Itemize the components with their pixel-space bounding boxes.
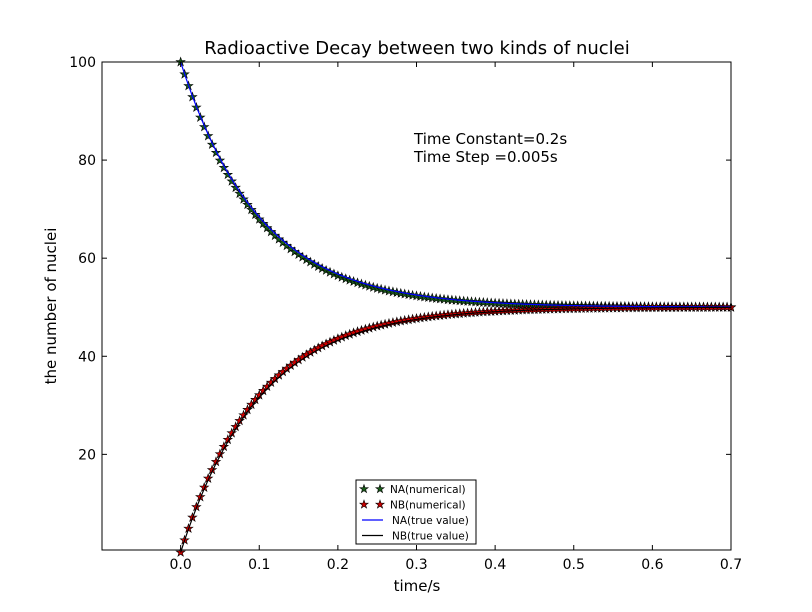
data-point-NA(numerical)	[254, 213, 265, 224]
y-tick-label: 60	[78, 251, 96, 267]
annotation-time-constant: Time Constant=0.2s	[413, 130, 567, 148]
data-point-NA(numerical)	[250, 209, 261, 220]
data-point-NA(numerical)	[261, 222, 273, 233]
data-point-NA(numerical)	[257, 218, 269, 229]
x-tick-label: 0.0	[169, 557, 191, 573]
legend-marker	[374, 499, 386, 509]
chart-title: Radioactive Decay between two kinds of n…	[204, 38, 630, 59]
data-point-NA(numerical)	[242, 199, 253, 210]
data-point-NA(numerical)	[265, 226, 277, 237]
data-point-NA(numerical)	[301, 254, 312, 265]
y-axis-label: the number of nuclei	[42, 228, 60, 385]
y-tick-label: 100	[69, 55, 96, 71]
plot-curves	[175, 56, 737, 557]
legend-label: NA(numerical)	[390, 484, 466, 496]
y-tick-label: 20	[78, 447, 96, 463]
series-line-NA(true value)	[180, 61, 731, 308]
x-tick-label: 0.2	[327, 557, 349, 573]
series-line-NB(true value)	[180, 306, 731, 553]
data-point-NA(numerical)	[246, 204, 257, 215]
x-tick-label: 0.6	[641, 557, 663, 573]
legend-label: NA(true value)	[392, 515, 469, 527]
legend-label: NB(true value)	[392, 531, 469, 543]
data-point-NA(numerical)	[222, 169, 234, 180]
legend-marker	[358, 483, 370, 494]
axis-ticks: 0.0 0.1 0.2 0.3 0.4 0.5 0.6 0.7 20 40 60 80 100	[69, 55, 742, 573]
data-point-NA(numerical)	[218, 162, 230, 173]
data-point-NA(numerical)	[269, 230, 281, 241]
y-tick-label: 40	[78, 349, 96, 365]
x-tick-label: 0.3	[405, 557, 427, 573]
data-point-NA(numerical)	[214, 154, 226, 165]
data-point-NA(numerical)	[210, 147, 222, 158]
data-point-NA(numerical)	[238, 193, 249, 204]
data-point-NA(numerical)	[305, 256, 316, 267]
annotation-time-step: Time Step =0.005s	[413, 148, 558, 166]
legend-box	[355, 479, 477, 545]
data-point-NA(numerical)	[297, 251, 308, 262]
x-axis-label: time/s	[394, 577, 441, 595]
legend-marker	[374, 483, 386, 494]
x-tick-label: 0.1	[248, 557, 270, 573]
y-tick-label: 80	[78, 153, 96, 169]
legend-marker	[358, 499, 370, 509]
data-point-NA(numerical)	[234, 188, 245, 199]
legend-label: NB(numerical)	[390, 500, 466, 512]
x-tick-label: 0.4	[484, 557, 506, 573]
x-tick-label: 0.5	[563, 557, 585, 573]
x-tick-label: 0.7	[720, 557, 742, 573]
legend: NA(numerical) NB(numerical) NA(true value)…	[355, 479, 477, 545]
data-point-NA(numerical)	[226, 175, 237, 186]
data-point-NA(numerical)	[230, 182, 241, 193]
